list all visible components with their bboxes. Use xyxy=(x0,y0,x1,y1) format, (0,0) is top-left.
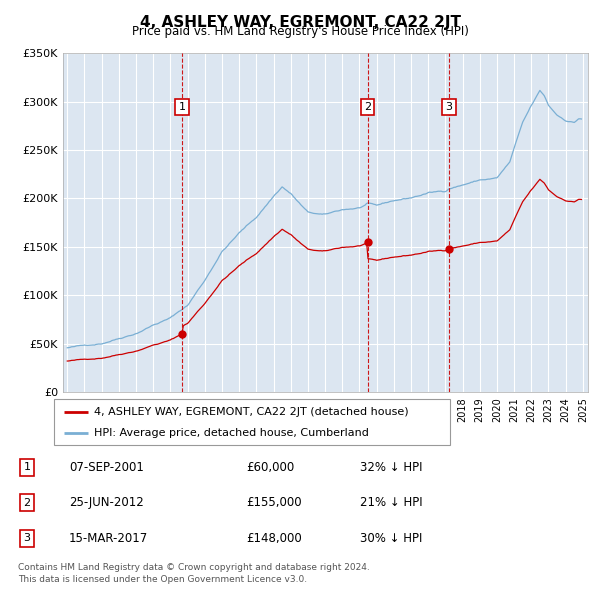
Text: 07-SEP-2001: 07-SEP-2001 xyxy=(69,461,144,474)
Text: £155,000: £155,000 xyxy=(246,496,302,509)
Text: 2: 2 xyxy=(23,498,31,507)
Text: HPI: Average price, detached house, Cumberland: HPI: Average price, detached house, Cumb… xyxy=(94,428,368,438)
Text: 4, ASHLEY WAY, EGREMONT, CA22 2JT (detached house): 4, ASHLEY WAY, EGREMONT, CA22 2JT (detac… xyxy=(94,407,408,417)
Text: 2: 2 xyxy=(364,103,371,112)
Text: £148,000: £148,000 xyxy=(246,532,302,545)
Text: This data is licensed under the Open Government Licence v3.0.: This data is licensed under the Open Gov… xyxy=(18,575,307,584)
Text: 30% ↓ HPI: 30% ↓ HPI xyxy=(360,532,422,545)
Text: 3: 3 xyxy=(23,533,31,543)
Text: 21% ↓ HPI: 21% ↓ HPI xyxy=(360,496,422,509)
Text: 32% ↓ HPI: 32% ↓ HPI xyxy=(360,461,422,474)
Text: 15-MAR-2017: 15-MAR-2017 xyxy=(69,532,148,545)
Text: Contains HM Land Registry data © Crown copyright and database right 2024.: Contains HM Land Registry data © Crown c… xyxy=(18,563,370,572)
FancyBboxPatch shape xyxy=(54,399,450,445)
Text: £60,000: £60,000 xyxy=(246,461,294,474)
Text: 4, ASHLEY WAY, EGREMONT, CA22 2JT: 4, ASHLEY WAY, EGREMONT, CA22 2JT xyxy=(139,15,461,30)
Text: Price paid vs. HM Land Registry's House Price Index (HPI): Price paid vs. HM Land Registry's House … xyxy=(131,25,469,38)
Text: 3: 3 xyxy=(445,103,452,112)
Text: 1: 1 xyxy=(179,103,185,112)
Text: 25-JUN-2012: 25-JUN-2012 xyxy=(69,496,144,509)
Text: 1: 1 xyxy=(23,463,31,472)
